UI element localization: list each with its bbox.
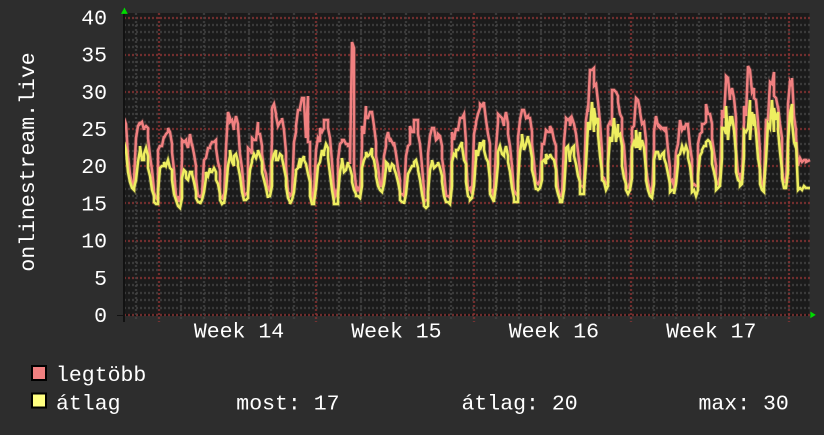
svg-text:25: 25 bbox=[81, 119, 107, 143]
svg-text:Week 14: Week 14 bbox=[194, 321, 284, 345]
svg-text:most: 17: most: 17 bbox=[236, 393, 339, 417]
svg-text:0: 0 bbox=[94, 305, 107, 329]
svg-text:15: 15 bbox=[81, 193, 107, 217]
svg-text:5: 5 bbox=[94, 268, 107, 292]
svg-text:átlag: átlag bbox=[56, 393, 121, 417]
svg-text:Week 16: Week 16 bbox=[509, 321, 599, 345]
svg-text:35: 35 bbox=[81, 45, 107, 69]
svg-text:átlag: 20: átlag: 20 bbox=[462, 393, 578, 417]
svg-text:40: 40 bbox=[81, 8, 107, 32]
svg-text:Week 15: Week 15 bbox=[351, 321, 441, 345]
svg-text:legtöbb: legtöbb bbox=[56, 364, 146, 388]
svg-text:20: 20 bbox=[81, 156, 107, 180]
svg-text:10: 10 bbox=[81, 231, 107, 255]
svg-text:max: 30: max: 30 bbox=[699, 393, 789, 417]
svg-text:Week 17: Week 17 bbox=[666, 321, 756, 345]
svg-text:30: 30 bbox=[81, 82, 107, 106]
svg-text:onlinestream.live: onlinestream.live bbox=[17, 52, 41, 271]
